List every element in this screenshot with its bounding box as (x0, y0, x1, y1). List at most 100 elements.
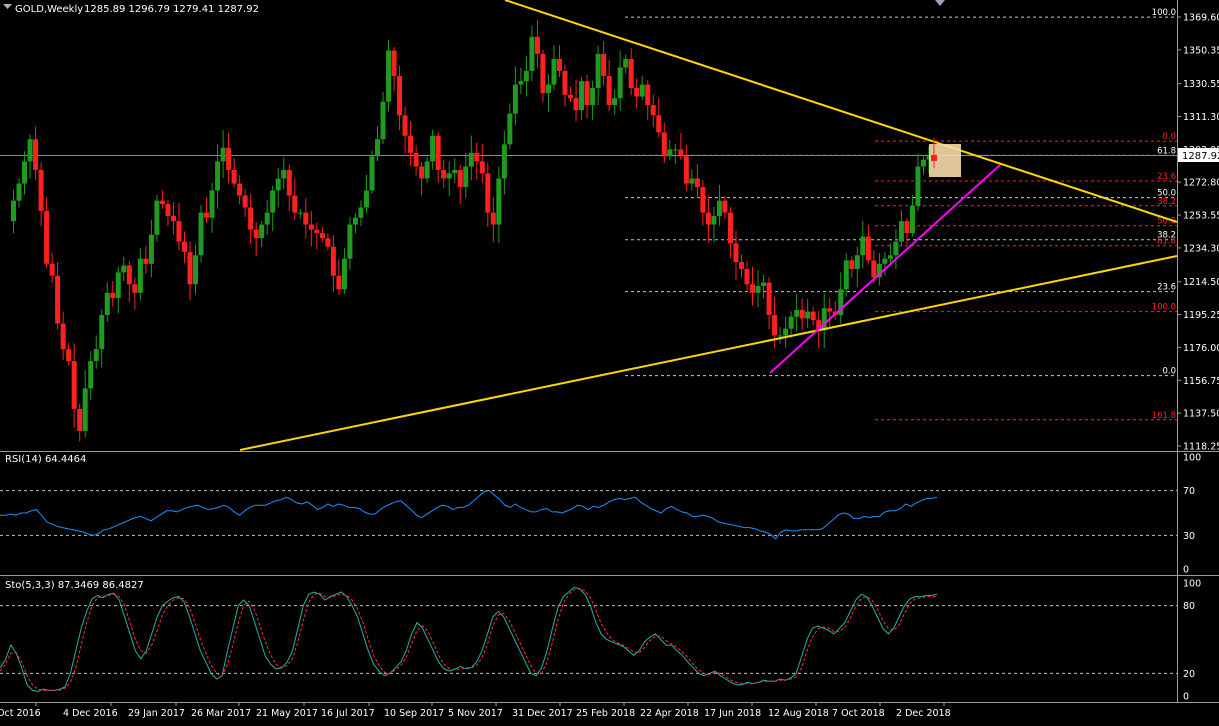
candle-body (198, 212, 204, 256)
candle-body (154, 200, 160, 235)
time-tick-label: 5 Nov 2017 (448, 708, 503, 719)
candle-body (16, 183, 22, 201)
price-tick-label: 1350.35 (1183, 45, 1219, 56)
candle-body (909, 205, 915, 234)
indicator-tick-label: 0 (1183, 692, 1189, 703)
candle-body (496, 178, 502, 225)
candle-body (237, 183, 243, 196)
time-tick-label: 9 Oct 2016 (0, 708, 41, 719)
time-tick-label: 12 Aug 2018 (768, 708, 829, 719)
price-tick-label: 1330.55 (1183, 79, 1219, 90)
candle-body (314, 229, 320, 234)
candle-body (126, 265, 132, 285)
candle-body (727, 212, 733, 244)
candle-body (904, 221, 910, 234)
time-tick-label: 25 Feb 2018 (576, 708, 635, 719)
candle-body (452, 169, 458, 174)
time-tick-label: 29 Jan 2017 (128, 708, 185, 719)
fib-level-label: 61.8 (1157, 237, 1176, 247)
time-tick-label: 26 Mar 2017 (191, 708, 251, 719)
candle-body (579, 81, 585, 111)
candle-body (474, 152, 480, 162)
ascending-trendline[interactable] (239, 255, 1178, 451)
candle-body (336, 275, 342, 290)
candle-body (639, 84, 645, 97)
candle-body (286, 169, 292, 196)
price-tick-label: 1176.00 (1183, 343, 1219, 354)
time-tick-label: 10 Sep 2017 (384, 708, 444, 719)
candle-body (805, 311, 811, 319)
candle-body (88, 361, 94, 389)
one-click-trading-icon[interactable] (3, 4, 12, 9)
candle-body (799, 309, 805, 319)
candle-body (584, 81, 590, 106)
candle-body (391, 50, 397, 77)
descending-trendline[interactable] (504, 0, 1178, 223)
candle-body (783, 328, 789, 336)
candle-body (816, 320, 822, 331)
current-price-label: 1287.92 (1182, 151, 1219, 162)
candle-body (678, 149, 684, 157)
time-tick-label: 4 Dec 2016 (63, 708, 118, 719)
candle-body (369, 156, 375, 191)
candle-body (264, 212, 270, 225)
candle-body (170, 216, 176, 222)
candle-body (446, 173, 452, 179)
time-tick-label: 22 Apr 2018 (640, 708, 699, 719)
candle-body (700, 186, 706, 213)
current-price-box (1178, 148, 1219, 162)
candle-body (49, 263, 55, 276)
candle-body (209, 190, 215, 218)
support-trendline[interactable] (769, 164, 1001, 374)
candle-body (501, 144, 507, 179)
rsi-line (0, 490, 938, 540)
fib-level-label: 50.0 (1157, 189, 1176, 199)
candle-body (711, 216, 717, 225)
candle-body (71, 361, 77, 409)
candle-body (253, 229, 259, 239)
candle-body (99, 315, 105, 350)
indicator-tick-label: 70 (1183, 486, 1195, 497)
candle-body (843, 260, 849, 290)
stochastic-y-axis: 100 80 20 0 (1183, 579, 1201, 703)
candle-body (628, 58, 634, 89)
candle-body (479, 161, 485, 174)
indicator-tick-label: 0 (1183, 565, 1189, 576)
candle-body (148, 234, 154, 264)
candle-body (518, 81, 524, 85)
candle-body (341, 258, 347, 290)
candle-body (667, 149, 673, 157)
candle-body (650, 105, 656, 116)
candle-body (683, 156, 689, 184)
candle-body (485, 173, 491, 213)
candle-body (308, 224, 314, 230)
fib-level-label: 0.0 (1162, 367, 1176, 377)
candle-body (132, 284, 138, 293)
candle-body (121, 265, 127, 273)
candle-body (242, 195, 248, 208)
candle-body (204, 212, 210, 218)
candle-body (854, 255, 860, 269)
candle-body (220, 147, 226, 162)
chart-shift-icon[interactable] (935, 0, 945, 6)
candle-body (838, 289, 844, 316)
candle-body (827, 308, 833, 312)
price-tick-label: 1272.80 (1183, 178, 1219, 189)
candle-body (248, 207, 254, 230)
candle-body (634, 88, 640, 97)
candle-body (661, 132, 667, 157)
candle-body (871, 260, 877, 278)
candle-body (402, 115, 408, 136)
fib-level-label: 0.0 (1162, 132, 1176, 142)
candle-body (849, 260, 855, 269)
time-tick-label: 2 Dec 2018 (896, 708, 951, 719)
candle-body (722, 200, 728, 213)
stochastic-main-line (0, 586, 938, 693)
rsi-y-axis: 100 70 30 0 (1183, 453, 1201, 576)
candle-body (143, 258, 149, 264)
candle-body (82, 388, 88, 432)
candle-body (159, 200, 165, 205)
